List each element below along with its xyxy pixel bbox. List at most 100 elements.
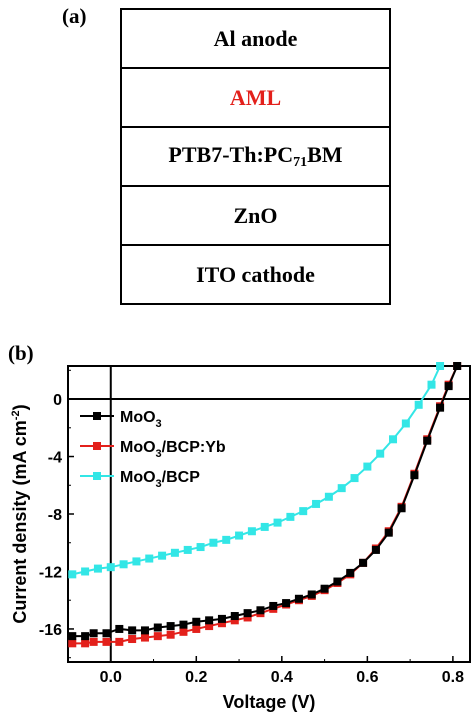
data-point-0 [384,528,393,537]
jv-chart: 0.0 0.2 0.4 0.6 0.8 0 -4 -8 -12 -16 Voltage (V) Cur… [10,362,471,712]
data-point-1 [128,635,137,644]
data-point-0 [128,626,137,635]
legend-label: MoO3/BCP:Yb [120,439,226,460]
data-point-0 [269,601,278,610]
data-point-2 [170,548,179,557]
data-point-2 [106,563,115,572]
data-point-2 [389,435,398,444]
y-tick-label: 0 [53,392,62,409]
data-point-2 [68,570,77,579]
data-point-0 [179,620,188,629]
data-point-2 [247,527,256,536]
data-point-2 [183,545,192,554]
layer-label: PTB7-Th:PC71BM [168,142,343,170]
data-point-1 [89,637,98,646]
data-point-1 [192,624,201,633]
y-tick-label: -8 [48,507,62,524]
data-point-1 [115,637,124,646]
x-tick-label: 0.8 [442,669,464,686]
data-point-0 [453,362,462,370]
y-tick-label: -12 [39,564,62,581]
panel-b-label: (b) [8,341,34,365]
layer-al-anode: Al anode [122,10,389,69]
y-tick-label: -16 [39,622,62,639]
data-point-1 [230,616,239,625]
data-point-0 [320,584,329,593]
data-point-1 [102,637,111,646]
data-point-2 [286,512,295,521]
layer-label-aml: AML [229,84,282,110]
data-point-0 [423,436,432,445]
layer-label: ITO cathode [196,261,315,287]
data-point-1 [68,639,77,648]
data-point-0 [359,558,368,567]
data-point-2 [273,518,282,527]
data-point-0 [115,624,124,633]
data-point-0 [153,623,162,632]
data-point-2 [427,380,436,389]
data-point-2 [235,531,244,540]
data-point-0 [102,629,111,638]
data-point-1 [166,630,175,639]
device-stack: Al anode AML PTB7-Th:PC71BM ZnO ITO cath… [120,8,391,305]
data-point-2 [414,400,423,409]
legend-marker [93,442,101,450]
data-point-2 [376,449,385,458]
series-line-0 [72,365,459,638]
data-point-0 [205,616,214,625]
legend-marker [93,412,101,420]
data-point-0 [166,622,175,631]
data-point-0 [371,545,380,554]
legend-marker [93,472,101,480]
data-point-0 [192,617,201,626]
data-point-2 [260,522,269,531]
layer-ito-cathode: ITO cathode [122,246,389,303]
data-point-0 [444,382,453,391]
data-point-1 [217,619,226,628]
data-point-2 [401,419,410,428]
data-point-0 [217,614,226,623]
data-point-2 [119,560,128,569]
data-point-2 [196,543,205,552]
data-point-2 [81,567,90,576]
legend-label: MoO3 [120,409,162,430]
y-axis-title: Current density (mA cm-2) [10,404,30,623]
data-point-0 [89,629,98,638]
data-point-2 [436,362,445,370]
data-point-2 [145,554,154,563]
data-point-2 [158,551,167,560]
data-point-2 [222,535,231,544]
data-point-1 [140,633,149,642]
x-tick-label: 0.4 [271,669,293,686]
data-point-0 [346,568,355,577]
x-tick-label: 0.0 [100,669,122,686]
data-point-0 [436,403,445,412]
data-point-2 [324,492,333,501]
layer-label: Al anode [213,25,298,51]
data-point-1 [81,639,90,648]
x-tick-label: 0.6 [356,669,378,686]
data-point-2 [299,507,308,516]
data-point-2 [337,484,346,493]
data-point-0 [282,599,291,608]
data-point-0 [294,594,303,603]
data-point-1 [179,627,188,636]
legend-label: MoO3/BCP [120,469,200,490]
data-point-0 [397,504,406,513]
data-point-2 [209,538,218,547]
x-tick-label: 0.2 [185,669,207,686]
data-point-2 [312,499,321,508]
data-point-0 [307,590,316,599]
data-point-2 [93,564,102,573]
x-axis-title: Voltage (V) [223,692,316,712]
y-tick-label: -4 [48,450,62,467]
data-point-0 [243,609,252,618]
layer-zno: ZnO [122,187,389,246]
data-point-2 [132,557,141,566]
data-point-1 [243,613,252,622]
data-point-2 [363,462,372,471]
layer-aml: AML [122,69,389,128]
data-point-0 [256,606,265,615]
layer-label: ZnO [233,202,278,228]
data-point-0 [68,632,77,641]
